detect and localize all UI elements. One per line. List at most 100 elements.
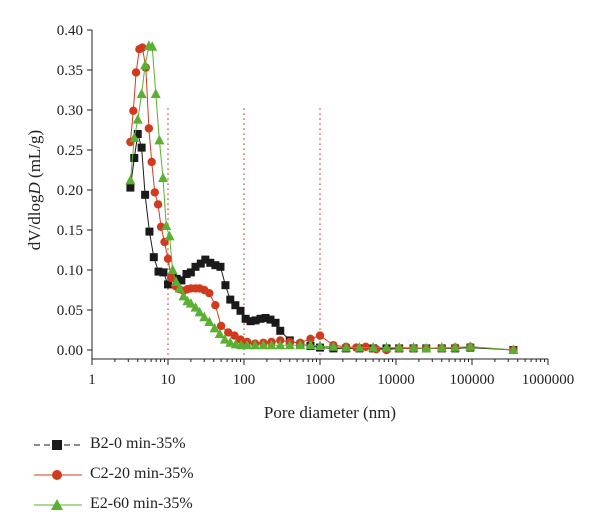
- data-point: [408, 342, 419, 352]
- data-point: [129, 132, 140, 142]
- data-point: [276, 326, 285, 335]
- x-axis: 1 10 100 1000 10000 100000 1000000: [88, 359, 574, 388]
- y-tick-label: 0.20: [57, 183, 83, 199]
- series-circle: [126, 43, 518, 355]
- x-tick-label: 1: [88, 372, 96, 388]
- data-point: [161, 220, 172, 230]
- data-point: [214, 328, 225, 338]
- data-point: [163, 254, 173, 263]
- data-point: [236, 335, 245, 344]
- data-point: [140, 59, 151, 70]
- data-point: [306, 334, 315, 343]
- data-point: [315, 340, 325, 350]
- legend-label-b2: B2-0 min-35%: [90, 435, 186, 452]
- series-layer: [125, 40, 519, 355]
- data-point: [381, 342, 392, 352]
- data-point: [236, 306, 245, 315]
- data-point: [250, 339, 261, 350]
- data-point: [295, 339, 306, 350]
- x-tick-label: 100: [233, 372, 256, 388]
- data-point: [206, 258, 215, 267]
- data-point: [190, 302, 201, 312]
- data-point: [284, 339, 295, 350]
- data-point: [178, 290, 189, 301]
- y-tick-label: 0.05: [57, 303, 83, 319]
- data-point: [153, 200, 163, 209]
- data-point: [275, 339, 286, 350]
- data-point: [258, 339, 269, 350]
- data-point: [205, 289, 214, 298]
- data-point: [150, 188, 159, 197]
- y-tick-label: 0.30: [57, 103, 83, 119]
- legend-symbol-square: [34, 440, 82, 450]
- legend-symbol-triangle: [34, 499, 82, 510]
- data-point: [242, 339, 253, 350]
- data-point: [177, 276, 186, 285]
- data-point: [150, 88, 161, 98]
- data-point: [149, 253, 158, 262]
- data-point: [305, 339, 316, 350]
- data-point: [131, 68, 141, 77]
- data-point: [130, 154, 139, 162]
- legend-item-e2: E2-60 min-35%: [32, 493, 352, 523]
- data-point: [266, 339, 277, 350]
- data-point: [171, 276, 182, 286]
- data-point: [158, 172, 169, 182]
- data-point: [141, 190, 150, 199]
- data-point: [132, 114, 143, 124]
- data-point: [145, 227, 154, 236]
- y-tick-label: 0.35: [57, 63, 83, 79]
- x-tick-label: 1000000: [522, 372, 575, 388]
- y-tick-label: 0.40: [57, 23, 83, 39]
- series-square: [126, 130, 518, 354]
- data-point: [394, 342, 405, 352]
- series-triangle: [125, 40, 519, 354]
- data-point: [225, 337, 236, 347]
- legend-label-e2: E2-60 min-35%: [90, 495, 193, 512]
- data-point: [133, 130, 142, 138]
- data-point: [201, 255, 210, 264]
- y-tick-label: 0.25: [57, 143, 83, 159]
- data-point: [216, 262, 225, 271]
- data-point: [204, 316, 215, 326]
- y-tick-label: 0.10: [57, 263, 83, 279]
- data-point: [354, 342, 365, 352]
- data-point: [164, 280, 172, 289]
- data-point: [241, 314, 250, 323]
- legend-symbol-circle: [34, 470, 82, 480]
- data-point: [154, 134, 165, 145]
- y-axis: 0.00 0.05 0.10 0.15 0.20 0.25 0.30 0.35 0.40: [57, 23, 92, 359]
- data-point: [436, 342, 447, 352]
- data-point: [137, 143, 146, 152]
- x-tick-label: 1000: [305, 372, 335, 388]
- data-point: [186, 268, 195, 277]
- data-point: [144, 124, 154, 133]
- data-point: [185, 298, 196, 308]
- data-point: [194, 306, 205, 317]
- data-point: [246, 317, 255, 326]
- data-point: [191, 262, 200, 271]
- data-point: [166, 273, 176, 283]
- data-point: [167, 264, 178, 274]
- data-point: [174, 282, 185, 293]
- x-tick-label: 100000: [450, 372, 495, 388]
- data-point: [159, 268, 168, 277]
- data-point: [256, 314, 265, 323]
- data-point: [211, 261, 220, 270]
- data-point: [465, 341, 476, 351]
- legend-item-c2: C2-20 min-35%: [32, 463, 352, 493]
- legend: B2-0 min-35% C2-20 min-35% E2-60 min-35%: [32, 433, 352, 523]
- data-point: [211, 301, 220, 310]
- y-tick-label: 0.15: [57, 223, 83, 239]
- data-point: [196, 259, 205, 268]
- data-point: [224, 328, 233, 337]
- data-point: [129, 106, 138, 116]
- data-point: [450, 342, 461, 352]
- y-tick-label: 0.00: [57, 343, 83, 359]
- data-point: [164, 230, 175, 241]
- data-point: [221, 281, 230, 290]
- data-point: [328, 341, 339, 351]
- data-point: [271, 318, 280, 327]
- data-point: [219, 334, 230, 344]
- data-point: [154, 267, 163, 276]
